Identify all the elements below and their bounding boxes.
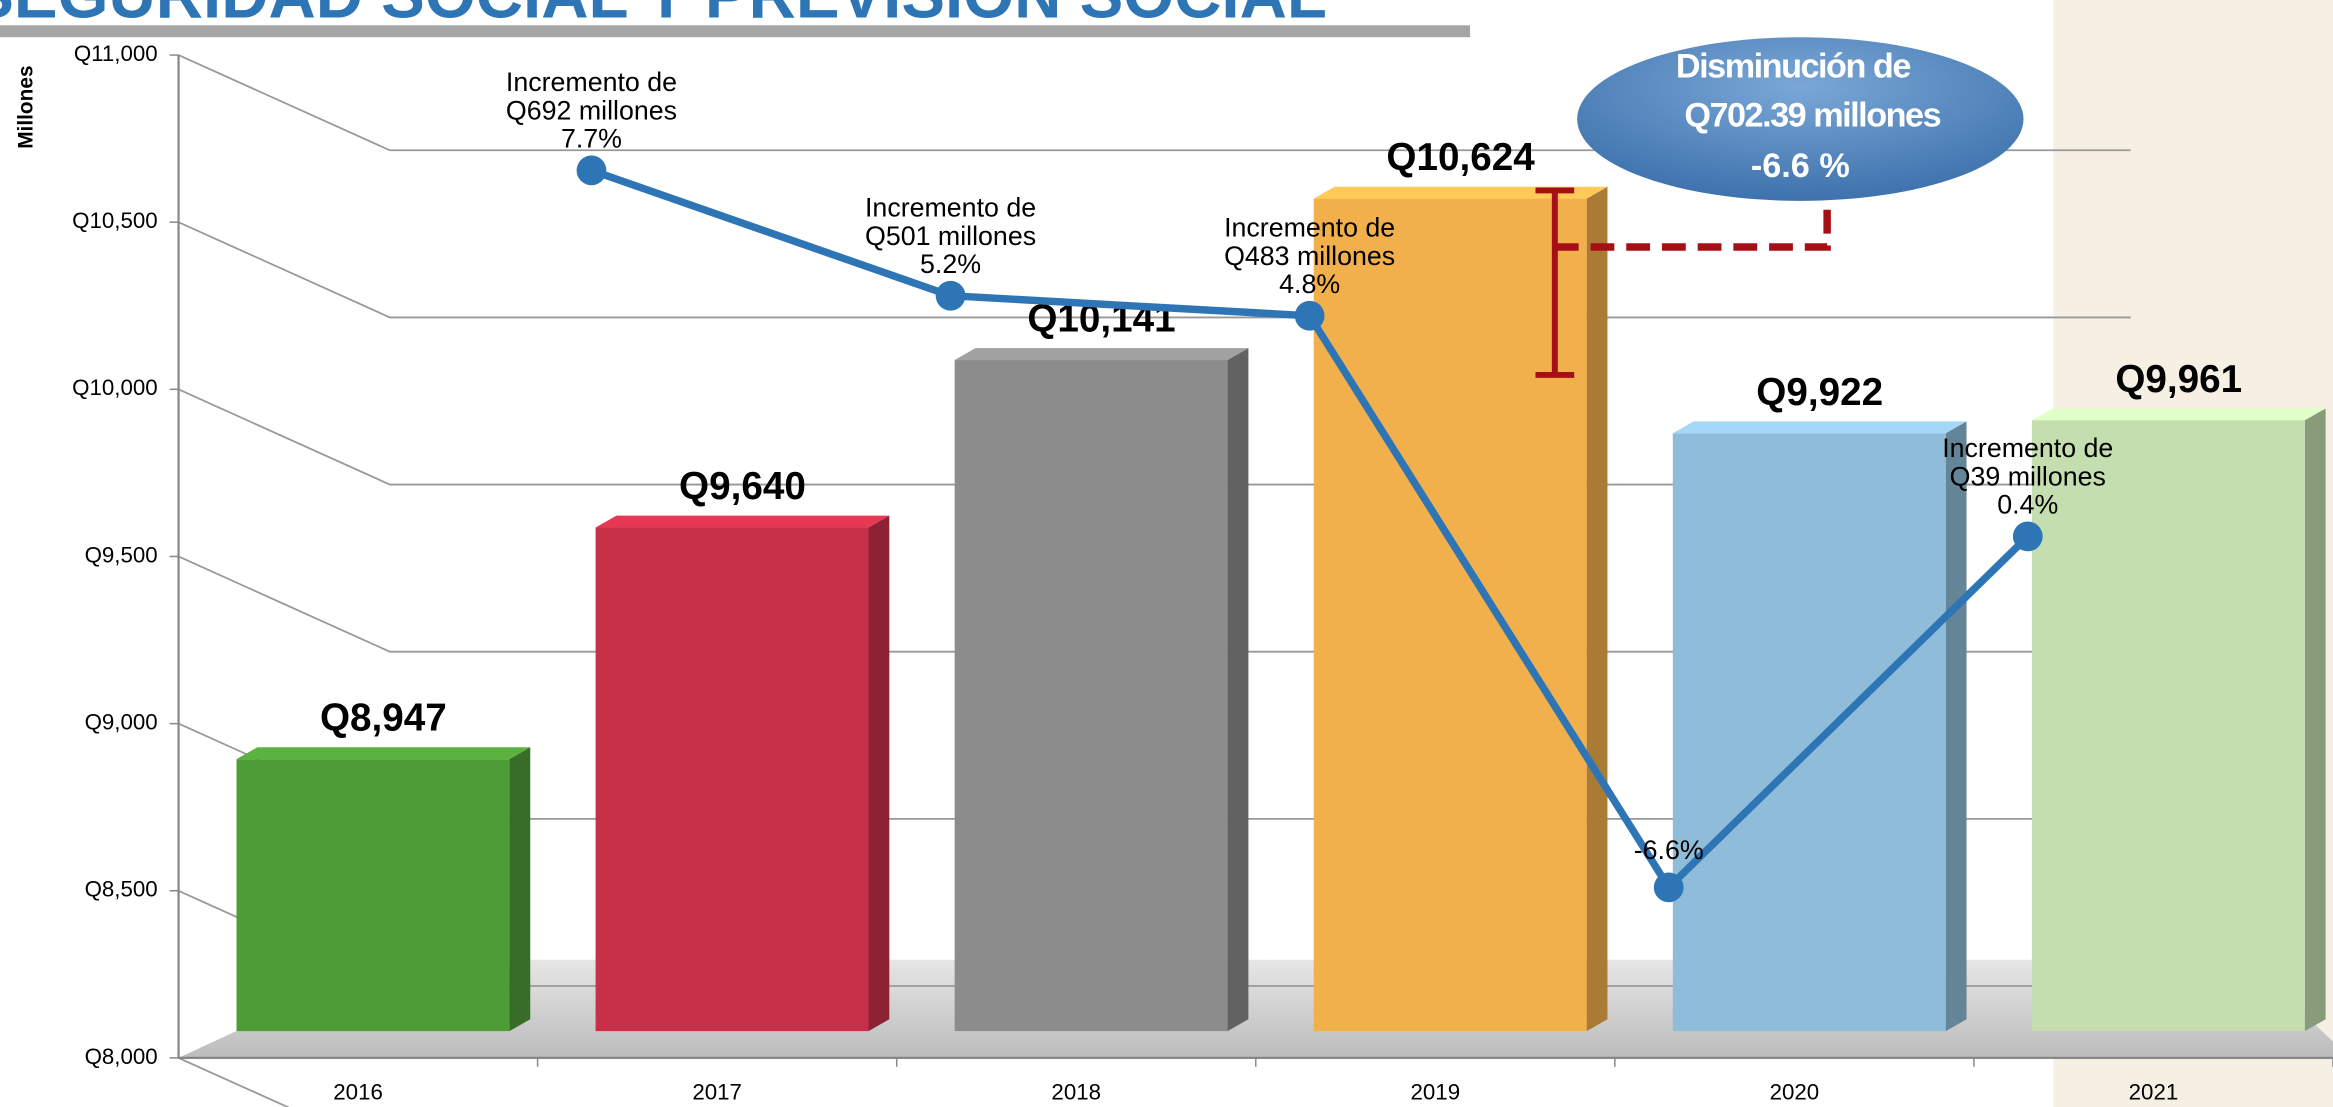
line-point	[1653, 872, 1684, 903]
callout-text: Disminución de	[1676, 47, 1910, 85]
bar-top	[595, 515, 890, 528]
data-label: Q8,947	[320, 697, 447, 740]
annotation: Incremento de	[506, 67, 677, 97]
callout-text: Q702.39 millones	[1684, 97, 1940, 135]
line-point	[576, 155, 607, 186]
x-tick-label: 2019	[1411, 1079, 1461, 1104]
bar	[954, 360, 1228, 1032]
data-label: Q10,624	[1386, 136, 1535, 179]
bar	[1672, 433, 1946, 1032]
y-tick-label: Q10,500	[72, 208, 158, 233]
x-tick-label: 2016	[333, 1079, 383, 1104]
annotation: Q501 millones	[865, 221, 1036, 251]
bar-top	[1313, 186, 1608, 199]
annotation: Incremento de	[1224, 213, 1395, 243]
bar-side	[2304, 408, 2326, 1032]
y-tick-label: Q8,000	[85, 1044, 158, 1069]
bar-side	[1227, 348, 1249, 1032]
chart-title: SEGURIDAD SOCIAL Y PREVISIÓN SOCIAL	[0, 0, 1327, 31]
x-tick-label: 2021	[2129, 1079, 2179, 1104]
title-underline	[0, 25, 1471, 38]
bar-top	[236, 747, 531, 760]
y-tick-label: Q9,000	[85, 710, 158, 735]
annotation: Q483 millones	[1224, 241, 1395, 271]
bar-top	[2031, 408, 2326, 421]
bar-side	[509, 747, 531, 1032]
annotation: Incremento de	[865, 193, 1036, 223]
y-tick-label: Q8,500	[85, 877, 158, 902]
line-data-label: 5.2%	[920, 249, 981, 279]
bar-top	[954, 348, 1249, 361]
x-tick-label: 2017	[692, 1079, 742, 1104]
line-data-label: 0.4%	[1997, 490, 2058, 520]
data-label: Q9,922	[1756, 371, 1883, 414]
bar	[595, 527, 869, 1032]
data-label: Q9,961	[2115, 358, 2242, 401]
line-point	[2012, 521, 2043, 552]
grid-line	[178, 1057, 290, 1107]
y-tick-label: Q9,500	[85, 542, 158, 567]
y-tick-label: Q11,000	[74, 41, 158, 66]
bar	[1313, 198, 1587, 1032]
bar	[2031, 420, 2305, 1032]
annotation: Q39 millones	[1950, 461, 2106, 491]
x-tick-label: 2020	[1770, 1079, 1820, 1104]
line-point	[1294, 300, 1325, 331]
callout-bubble	[1577, 37, 2024, 201]
x-tick-label: 2018	[1051, 1079, 1101, 1104]
line-data-label: 7.7%	[561, 124, 622, 154]
bar	[236, 759, 510, 1032]
y-tick-label: Q10,000	[72, 375, 158, 400]
bar-side	[1586, 186, 1608, 1032]
annotation: Incremento de	[1942, 433, 2113, 463]
line-point	[935, 280, 966, 311]
annotation: Q692 millones	[506, 95, 677, 125]
bar-side	[1945, 421, 1967, 1032]
grid-line	[178, 54, 2131, 152]
callout-text: -6.6 %	[1751, 147, 1850, 185]
bracket	[1535, 187, 1831, 378]
y-axis-title: Millones	[14, 65, 37, 148]
bar-top	[1672, 421, 1967, 434]
line-data-label: 4.8%	[1279, 269, 1340, 299]
data-label: Q9,640	[679, 465, 806, 508]
bar-side	[868, 515, 890, 1032]
line-data-label: -6.6%	[1634, 835, 1704, 865]
